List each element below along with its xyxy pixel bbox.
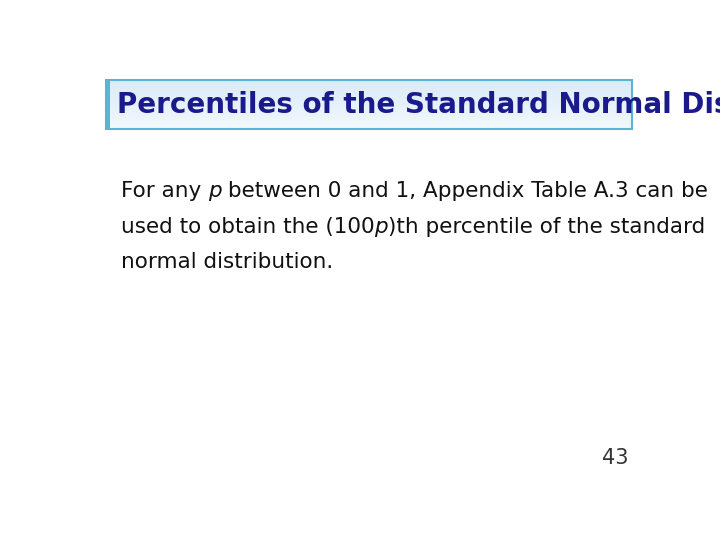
Bar	[106, 116, 632, 117]
Bar	[106, 99, 632, 100]
Bar	[106, 107, 632, 109]
Text: Percentiles of the Standard Normal Distribution: Percentiles of the Standard Normal Distr…	[117, 91, 720, 119]
Bar	[106, 94, 632, 95]
Bar	[106, 80, 632, 81]
Bar	[106, 104, 632, 105]
Text: between 0 and 1, Appendix Table A.3 can be: between 0 and 1, Appendix Table A.3 can …	[222, 181, 708, 201]
Bar	[106, 123, 632, 124]
Text: p: p	[208, 181, 222, 201]
Bar	[106, 91, 632, 92]
Bar	[106, 90, 632, 91]
Bar	[106, 92, 632, 93]
Bar	[106, 119, 632, 120]
Bar	[106, 114, 632, 116]
Bar	[106, 127, 632, 129]
Bar	[106, 118, 632, 119]
Text: 43: 43	[602, 448, 629, 468]
Bar	[106, 83, 632, 84]
Bar	[106, 89, 632, 90]
Bar	[106, 88, 632, 89]
Bar	[106, 117, 632, 118]
Bar	[106, 93, 632, 94]
Bar	[106, 110, 632, 111]
Bar	[106, 81, 632, 82]
Bar	[106, 101, 632, 102]
Bar	[106, 87, 632, 88]
Bar	[106, 105, 632, 106]
Bar	[106, 122, 632, 123]
Bar	[106, 111, 632, 112]
Bar	[106, 125, 632, 126]
Bar	[106, 102, 632, 103]
Text: )th percentile of the standard: )th percentile of the standard	[388, 217, 705, 237]
Bar	[106, 103, 632, 104]
Text: normal distribution.: normal distribution.	[121, 252, 333, 272]
Bar	[106, 106, 632, 107]
Bar	[106, 98, 632, 99]
Bar	[106, 100, 632, 101]
Bar	[106, 112, 632, 113]
Bar	[106, 82, 632, 83]
Text: p: p	[374, 217, 388, 237]
Bar	[106, 84, 632, 85]
Bar	[106, 120, 632, 122]
Bar	[106, 86, 632, 87]
Bar	[106, 124, 632, 125]
Bar	[106, 95, 632, 96]
Bar	[106, 80, 632, 129]
Bar	[106, 96, 632, 97]
Bar	[106, 80, 110, 129]
Bar	[106, 97, 632, 98]
Bar	[106, 109, 632, 110]
Text: used to obtain the (100: used to obtain the (100	[121, 217, 374, 237]
Bar	[106, 85, 632, 86]
Bar	[106, 126, 632, 127]
Bar	[106, 113, 632, 114]
Text: For any: For any	[121, 181, 208, 201]
